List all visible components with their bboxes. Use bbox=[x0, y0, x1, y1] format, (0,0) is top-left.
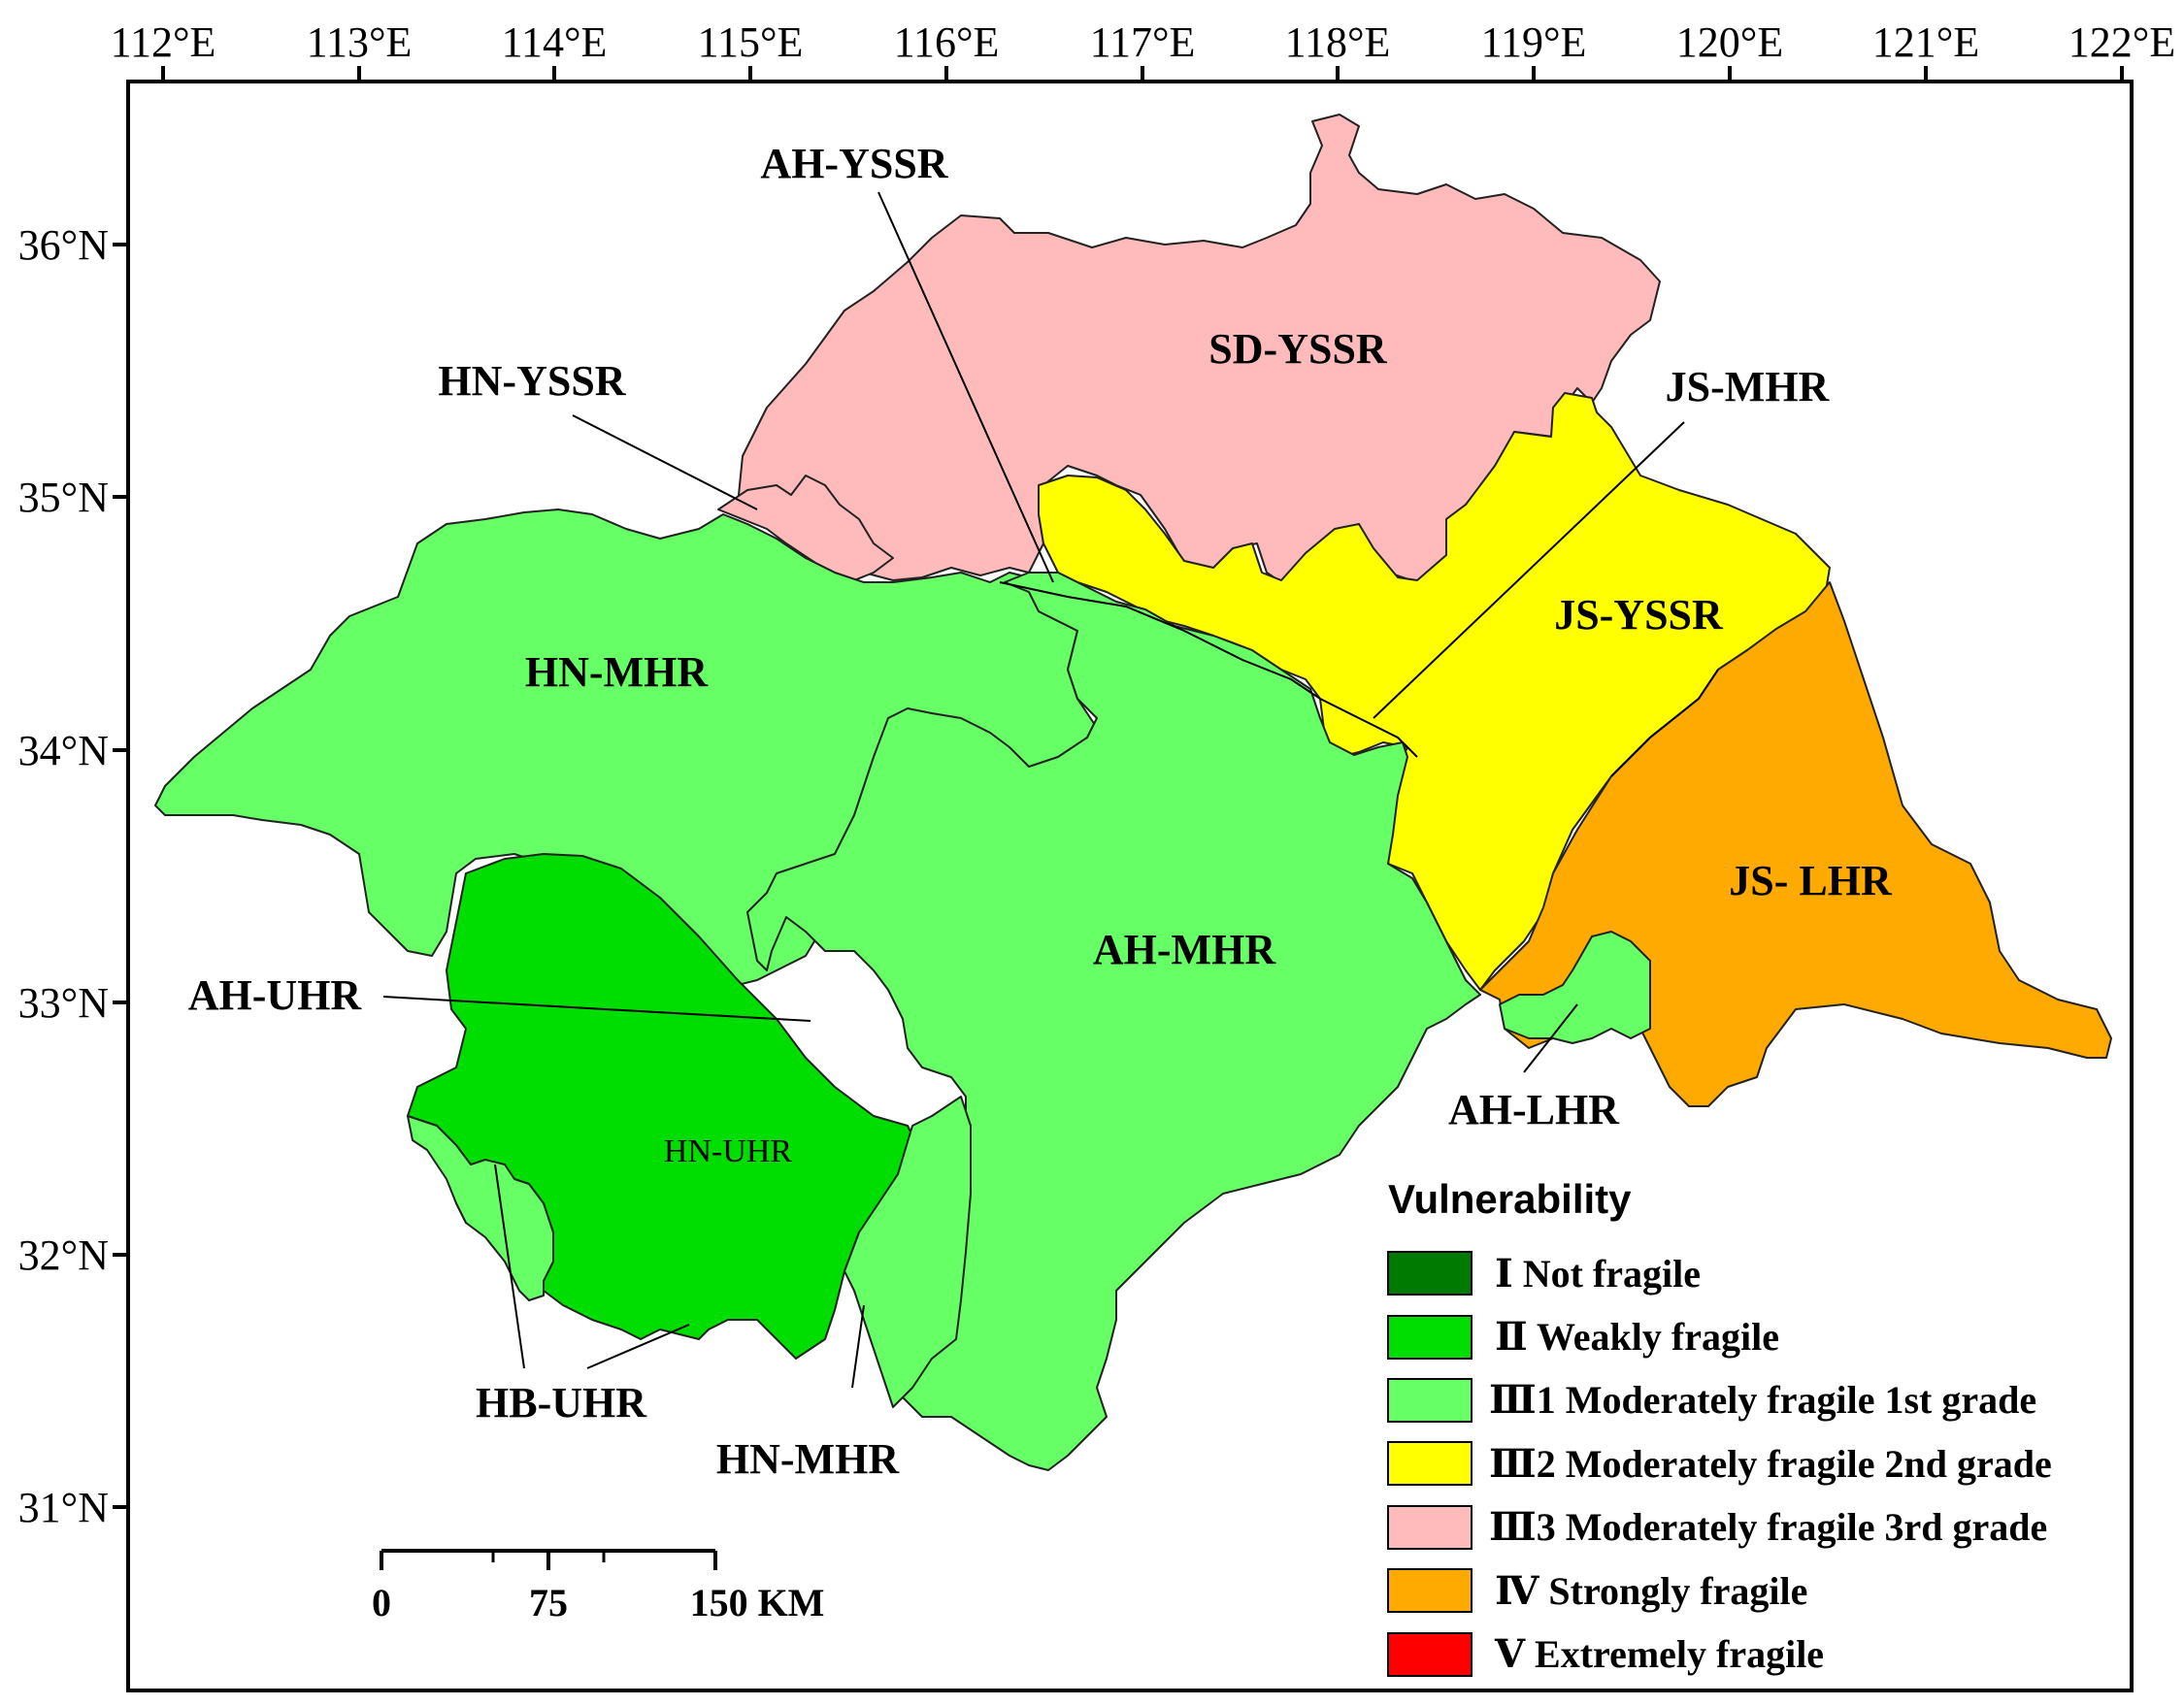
region-label-hn-uhr: HN-UHR bbox=[664, 1133, 793, 1169]
legend-item-label: Ⅲ2 Moderately fragile 2nd grade bbox=[1489, 1442, 2052, 1486]
legend: Vulnerability Ⅰ Not fragile Ⅱ Weakly fra… bbox=[1387, 1176, 2052, 1677]
x-tick-label: 113°E bbox=[307, 18, 413, 66]
region-label-hn-mhr-south: HN-MHR bbox=[716, 1435, 900, 1483]
scale-bar: 0 75 150 KM bbox=[372, 1549, 825, 1624]
region-label-js-lhr: JS- LHR bbox=[1729, 857, 1893, 904]
legend-swatch bbox=[1387, 1378, 1473, 1423]
region-labels: SD-YSSR HN-YSSR AH-YSSR JS-MHR JS-YSSR H… bbox=[188, 140, 1893, 1483]
region-label-ah-lhr: AH-LHR bbox=[1448, 1086, 1620, 1133]
legend-swatch bbox=[1387, 1315, 1473, 1360]
region-label-hn-yssr: HN-YSSR bbox=[438, 357, 626, 405]
x-tick-label: 115°E bbox=[698, 18, 804, 66]
scale-bar-label: 150 KM bbox=[690, 1581, 825, 1624]
region-hn-mhr-south bbox=[844, 1096, 972, 1408]
leader-line bbox=[382, 996, 811, 1022]
legend-title: Vulnerability bbox=[1388, 1176, 1632, 1222]
region-hb-uhr bbox=[407, 1115, 554, 1301]
region-label-ah-mhr: AH-MHR bbox=[1093, 926, 1276, 973]
leader-line bbox=[1523, 1003, 1578, 1073]
legend-item-label: Ⅲ1 Moderately fragile 1st grade bbox=[1489, 1378, 2036, 1422]
leader-line bbox=[851, 1304, 865, 1389]
y-tick-marks bbox=[113, 243, 128, 1509]
x-tick-label: 114°E bbox=[502, 18, 608, 66]
legend-swatch bbox=[1387, 1505, 1473, 1550]
region-hn-yssr bbox=[717, 475, 894, 581]
region-border bbox=[1610, 669, 1719, 777]
leader-line bbox=[494, 1164, 525, 1369]
leader-line bbox=[572, 414, 758, 510]
leader-line bbox=[877, 191, 1054, 583]
legend-swatch bbox=[1387, 1441, 1473, 1486]
region-label-js-mhr: JS-MHR bbox=[1666, 363, 1831, 410]
x-tick-marks bbox=[161, 66, 2124, 82]
x-tick-label: 122°E bbox=[2068, 18, 2175, 66]
legend-item-label: Ⅰ Not fragile bbox=[1495, 1252, 1701, 1296]
x-tick-label: 117°E bbox=[1090, 18, 1196, 66]
region-border bbox=[999, 581, 1418, 758]
x-tick-label: 120°E bbox=[1676, 18, 1783, 66]
y-tick-label: 34°N bbox=[18, 727, 109, 774]
y-tick-label: 35°N bbox=[18, 474, 109, 521]
scale-bar-label: 0 bbox=[372, 1581, 391, 1624]
legend-swatch bbox=[1387, 1632, 1473, 1677]
leader-lines bbox=[382, 191, 1719, 1389]
scale-bar-label: 75 bbox=[529, 1581, 568, 1624]
x-tick-label: 112°E bbox=[111, 18, 216, 66]
x-tick-label: 116°E bbox=[894, 18, 1000, 66]
region-ah-lhr bbox=[1499, 931, 1651, 1044]
y-tick-label: 33°N bbox=[18, 979, 109, 1027]
x-tick-labels: 112°E 113°E 114°E 115°E 116°E 117°E 118°… bbox=[111, 18, 2176, 66]
region-label-ah-uhr: AH-UHR bbox=[188, 971, 363, 1019]
legend-item-label: Ⅴ Extremely fragile bbox=[1494, 1632, 1824, 1676]
x-tick-label: 118°E bbox=[1285, 18, 1391, 66]
x-tick-label: 119°E bbox=[1481, 18, 1587, 66]
regions bbox=[154, 114, 2112, 1471]
legend-swatch bbox=[1387, 1251, 1473, 1296]
y-tick-label: 36°N bbox=[18, 221, 109, 269]
legend-item-label: Ⅲ3 Moderately fragile 3rd grade bbox=[1489, 1505, 2047, 1549]
legend-item-label: Ⅳ Strongly fragile bbox=[1495, 1569, 1807, 1613]
x-tick-label: 121°E bbox=[1872, 18, 1979, 66]
y-tick-labels: 36°N 35°N 34°N 33°N 32°N 31°N bbox=[18, 221, 109, 1531]
y-tick-label: 31°N bbox=[18, 1484, 109, 1531]
y-tick-label: 32°N bbox=[18, 1231, 109, 1279]
region-label-sd-yssr: SD-YSSR bbox=[1208, 325, 1388, 373]
leader-line bbox=[586, 1324, 690, 1369]
leader-line bbox=[1373, 421, 1685, 719]
legend-swatch bbox=[1387, 1568, 1473, 1613]
region-label-js-yssr: JS-YSSR bbox=[1554, 591, 1724, 639]
region-label-hb-uhr: HB-UHR bbox=[476, 1379, 647, 1427]
legend-item-label: Ⅱ Weakly fragile bbox=[1495, 1315, 1779, 1359]
region-label-ah-yssr: AH-YSSR bbox=[760, 140, 948, 187]
region-label-hn-mhr: HN-MHR bbox=[525, 648, 709, 696]
